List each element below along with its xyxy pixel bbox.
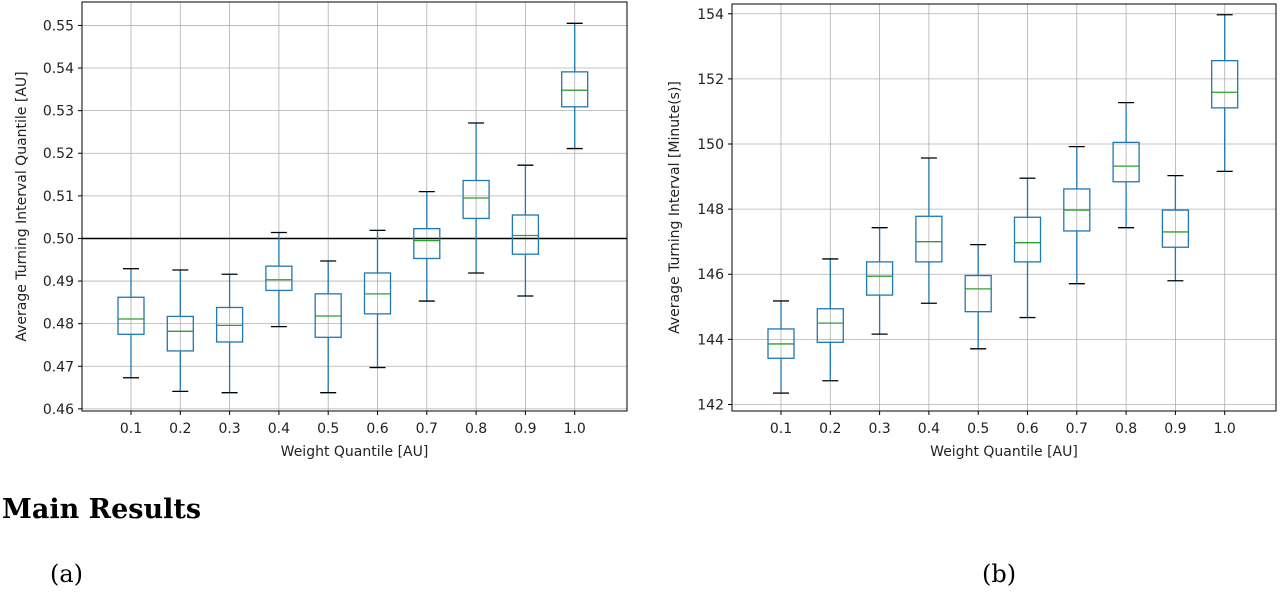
x-tick-label: 0.1 <box>120 421 142 437</box>
y-tick-label: 0.52 <box>43 146 74 162</box>
x-tick-label: 1.0 <box>1214 421 1236 437</box>
y-tick-label: 144 <box>697 332 724 348</box>
box <box>1161 209 1190 248</box>
box <box>561 71 589 108</box>
x-tick-label: 0.9 <box>514 421 536 437</box>
x-axis-label: Weight Quantile [AU] <box>930 444 1078 460</box>
x-tick-label: 1.0 <box>564 421 586 437</box>
x-tick-label: 0.6 <box>366 421 388 437</box>
box <box>865 261 894 296</box>
x-tick-label: 0.3 <box>868 421 890 437</box>
y-axis-label: Average Turning Interval [Minute(s)] <box>667 81 683 334</box>
box <box>166 315 194 352</box>
y-tick-label: 150 <box>697 137 724 153</box>
box <box>265 265 293 292</box>
y-tick-label: 0.49 <box>43 274 74 290</box>
x-axis-label: Weight Quantile [AU] <box>281 444 429 460</box>
plot-frame <box>731 3 1277 412</box>
x-tick-label: 0.7 <box>1066 421 1088 437</box>
section-heading: Main Results <box>2 494 202 525</box>
x-tick-label: 0.5 <box>967 421 989 437</box>
box <box>816 308 844 343</box>
y-tick-label: 142 <box>697 397 724 413</box>
y-tick-label: 0.48 <box>43 317 74 333</box>
y-axis-label: Average Turning Interval Quantile [AU] <box>14 71 30 341</box>
x-tick-label: 0.1 <box>770 421 792 437</box>
y-tick-label: 154 <box>697 7 724 23</box>
y-tick-label: 0.46 <box>43 402 74 418</box>
chart-b: 142 144 146 148 150 152 154 0.1 0.2 0.3 0.4 0.5 0.6 0… <box>667 3 1277 460</box>
x-tick-label: 0.8 <box>1115 421 1137 437</box>
y-tick-label: 0.51 <box>43 189 74 205</box>
x-tick-label: 0.6 <box>1016 421 1038 437</box>
plot-frame <box>81 1 628 412</box>
box <box>511 214 540 255</box>
box <box>413 228 441 260</box>
caption-a: (a) <box>50 560 84 588</box>
box <box>1013 216 1042 263</box>
caption-b: (b) <box>982 560 1017 588</box>
box <box>915 215 943 263</box>
x-tick-label: 0.8 <box>465 421 487 437</box>
y-tick-label: 0.54 <box>43 61 74 77</box>
y-tick-label: 152 <box>697 72 724 88</box>
box <box>462 179 490 220</box>
x-tick-label: 0.3 <box>218 421 240 437</box>
x-tick-label: 0.7 <box>416 421 438 437</box>
y-tick-label: 0.47 <box>43 359 74 375</box>
box <box>964 274 992 313</box>
box <box>1211 60 1239 109</box>
x-tick-label: 0.2 <box>169 421 191 437</box>
y-tick-label: 0.50 <box>43 231 74 247</box>
x-tick-label: 0.4 <box>268 421 290 437</box>
x-tick-label: 0.2 <box>819 421 841 437</box>
y-tick-label: 148 <box>697 202 724 218</box>
box <box>1112 141 1140 183</box>
box <box>117 296 145 335</box>
x-tick-label: 0.9 <box>1164 421 1186 437</box>
x-tick-label: 0.4 <box>918 421 940 437</box>
y-tick-label: 0.53 <box>43 104 74 120</box>
y-tick-label: 0.55 <box>43 18 74 34</box>
chart-a: 0.46 0.47 0.48 0.49 0.50 0.51 0.52 0.53 0.54 0.55… <box>14 1 628 460</box>
x-tick-label: 0.5 <box>317 421 339 437</box>
y-tick-label: 146 <box>697 267 724 283</box>
